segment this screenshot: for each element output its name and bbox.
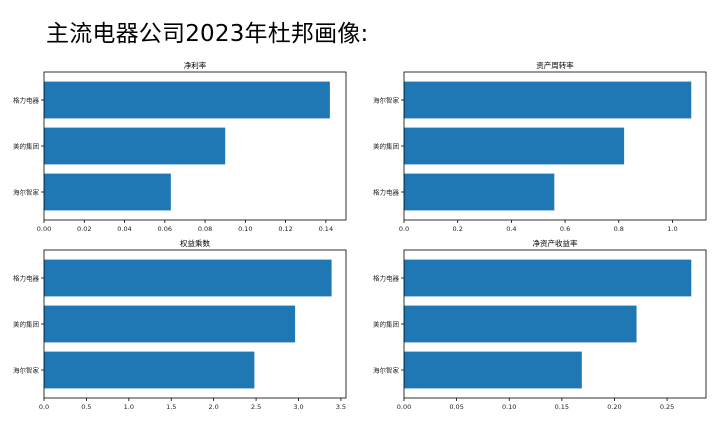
xtick-label: 0.10 xyxy=(502,403,516,411)
ytick-label: 海尔智家 xyxy=(13,366,40,375)
xtick-label: 0.08 xyxy=(198,225,212,233)
xtick-label: 1.5 xyxy=(166,403,176,411)
xtick-label: 3.5 xyxy=(336,403,346,411)
xtick-label: 0.12 xyxy=(278,225,292,233)
xtick-label: 0.00 xyxy=(37,225,51,233)
plot-frame xyxy=(43,249,347,399)
xtick-label: 0.06 xyxy=(158,225,172,233)
xtick-label: 0.02 xyxy=(77,225,91,233)
ytick-label: 格力电器 xyxy=(373,188,400,197)
xtick-label: 0.10 xyxy=(238,225,252,233)
subplot-title: 权益乘数 xyxy=(180,238,210,248)
xtick-label: 0.14 xyxy=(319,225,333,233)
bar xyxy=(404,81,692,119)
ytick-label: 海尔智家 xyxy=(373,366,400,375)
xtick-label: 2.5 xyxy=(251,403,261,411)
xtick-label: 0.05 xyxy=(449,403,463,411)
bar xyxy=(404,127,625,165)
ytick-label: 美的集团 xyxy=(13,142,39,151)
xtick-label: 0.8 xyxy=(614,225,624,233)
xtick-label: 0.25 xyxy=(660,403,674,411)
bar xyxy=(44,81,330,119)
bar xyxy=(404,351,582,389)
bar xyxy=(44,305,296,343)
ytick-label: 格力电器 xyxy=(13,274,40,283)
xtick-label: 2.0 xyxy=(208,403,218,411)
xtick-label: 0.20 xyxy=(607,403,621,411)
ytick-label: 美的集团 xyxy=(13,320,39,329)
bar xyxy=(404,173,555,211)
xtick-label: 0.04 xyxy=(117,225,131,233)
xtick-label: 3.0 xyxy=(293,403,303,411)
xtick-label: 0.0 xyxy=(39,403,49,411)
page-title: 主流电器公司2023年杜邦画像: xyxy=(46,21,369,47)
plot-frame xyxy=(403,249,707,399)
ytick-label: 格力电器 xyxy=(13,96,40,105)
xtick-label: 0.15 xyxy=(555,403,569,411)
xtick-label: 1.0 xyxy=(667,225,677,233)
ytick-label: 美的集团 xyxy=(373,142,399,151)
xtick-label: 0.6 xyxy=(560,225,570,233)
ytick-label: 格力电器 xyxy=(373,274,400,283)
ytick-label: 海尔智家 xyxy=(13,188,40,197)
subplot-title: 净利率 xyxy=(184,60,207,70)
bar xyxy=(44,259,332,297)
bar xyxy=(44,173,171,211)
ytick-label: 海尔智家 xyxy=(373,96,400,105)
xtick-label: 0.5 xyxy=(81,403,91,411)
bar xyxy=(44,351,255,389)
plot-frame xyxy=(403,71,707,221)
ytick-label: 美的集团 xyxy=(373,320,399,329)
xtick-label: 0.2 xyxy=(453,225,463,233)
xtick-label: 1.0 xyxy=(124,403,134,411)
plot-frame xyxy=(43,71,347,221)
subplot-title: 资产周转率 xyxy=(536,60,574,70)
bar xyxy=(44,127,226,165)
xtick-label: 0.00 xyxy=(397,403,411,411)
xtick-label: 0.4 xyxy=(506,225,516,233)
bar xyxy=(404,305,637,343)
xtick-label: 0.0 xyxy=(399,225,409,233)
bar xyxy=(404,259,692,297)
subplot-title: 净资产收益率 xyxy=(533,238,578,248)
